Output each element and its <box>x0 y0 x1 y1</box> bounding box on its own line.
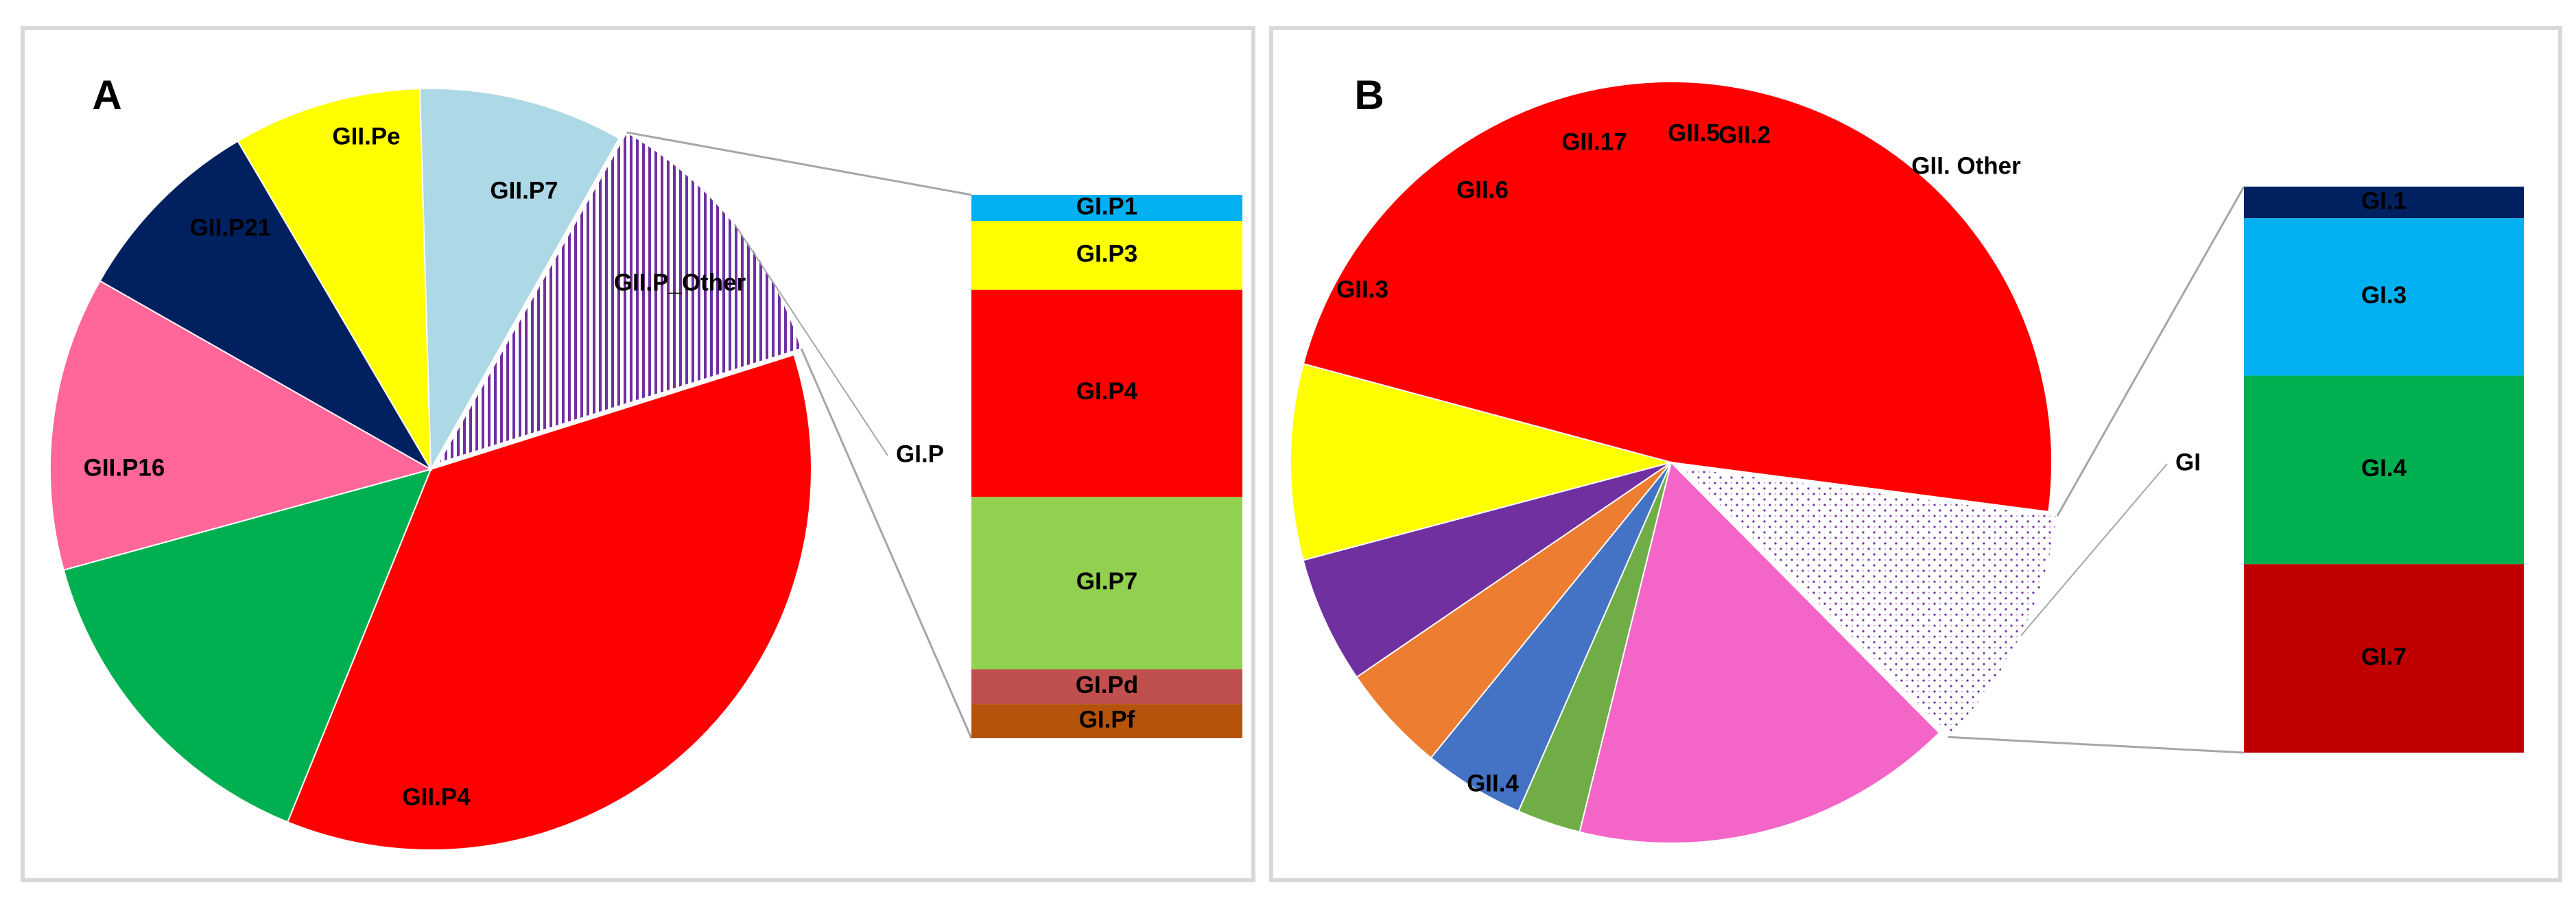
slice-label-gii-5: GII.5 <box>1668 119 1720 146</box>
connector-line-top <box>626 131 972 196</box>
panel-label: B <box>1354 72 1384 118</box>
bar-segment-gi-p1 <box>971 195 1242 222</box>
slice-label-gi: GI <box>2175 449 2201 475</box>
pie-slice-gii-p-other <box>418 88 621 472</box>
bar-label-gi-7: GI.7 <box>2361 644 2407 670</box>
slice-label-gii-4: GII.4 <box>1467 770 1519 797</box>
bar-segment-gi-4 <box>2244 375 2524 565</box>
bar-segment-gi-7 <box>2244 564 2524 753</box>
bar-label-gi-1: GI.1 <box>2361 187 2407 214</box>
connector-line-bottom <box>800 348 973 739</box>
slice-label-gi-p: GI.P <box>896 440 944 467</box>
bar-label-gi-pd: GI.Pd <box>1076 672 1138 698</box>
connector-line-bottom <box>1948 735 2245 754</box>
slice-label-gii-pe: GII.Pe <box>332 123 400 150</box>
bar-segment-gi-pd <box>971 669 1242 705</box>
bar-segment-gi-p4 <box>971 290 1242 497</box>
pie-slice-gii-4 <box>1302 81 2053 513</box>
bar-label-gi-p1: GI.P1 <box>1076 193 1137 220</box>
panel-a: A GII.P4 GII.P16 GII.P21 GII.Pe GII.P7 GII.P_O… <box>21 26 1255 882</box>
slice-label-gii-17: GII.17 <box>1561 128 1627 155</box>
bar-segment-gi-3 <box>2244 218 2524 376</box>
bar-segment-gi-1 <box>2244 187 2524 219</box>
pie-slice-gii-17 <box>1356 462 1672 759</box>
slice-label-gii-p-other: GII.P_Other <box>614 269 746 296</box>
leader-line <box>2020 463 2168 637</box>
bar-label-gi-3: GI.3 <box>2361 282 2407 309</box>
slice-label-gii-3: GII.3 <box>1336 276 1389 303</box>
pie-slice-gi <box>1677 465 2058 738</box>
slice-label-gii-2: GII.2 <box>1718 121 1771 148</box>
slice-label-gii-p16: GII.P16 <box>84 454 165 481</box>
bar-label-gi-p4: GI.P4 <box>1076 378 1138 405</box>
pie-slice-gii-p16 <box>62 468 432 823</box>
pie-slice-gii-p4 <box>286 353 812 851</box>
bar-segment-gi-pf <box>971 704 1242 738</box>
pie-of-bar-chart-a: A GII.P4 GII.P16 GII.P21 GII.Pe GII.P7 GII.P_O… <box>49 72 1242 851</box>
panel-b: B GII.4 GII. Other GII.2 GII.5 GII.17 GII.6 GII… <box>1269 26 2562 882</box>
pie-slice-gii-6 <box>1302 462 1672 679</box>
bar-segment-gi-p3 <box>971 221 1242 290</box>
pie-slice-gii-p7 <box>237 88 432 470</box>
bar-label-gi-p3: GI.P3 <box>1076 241 1137 268</box>
slice-label-gii-6: GII.6 <box>1456 176 1509 203</box>
bar-label-gi-p7: GI.P7 <box>1076 568 1137 595</box>
bar-label-gi-4: GI.4 <box>2361 455 2407 482</box>
slice-label-gii-p7: GII.P7 <box>490 177 558 204</box>
pie-slice-gii-other <box>1579 461 1941 844</box>
bar-label-gi-pf: GI.Pf <box>1079 706 1135 733</box>
slice-label-gii-p4: GII.P4 <box>402 784 471 810</box>
pie-slice-gii-pe <box>99 140 433 471</box>
panel-label: A <box>92 72 121 118</box>
pie-slice-gii-p21 <box>49 279 433 572</box>
pie-slice-gii-3 <box>1290 363 1674 561</box>
connector-line-top <box>2056 186 2245 517</box>
bar-segment-gi-p7 <box>971 497 1242 670</box>
slice-label-gii-p21: GII.P21 <box>190 214 272 241</box>
slice-label-gii-other: GII. Other <box>1911 152 2021 179</box>
leader-line <box>733 223 888 456</box>
